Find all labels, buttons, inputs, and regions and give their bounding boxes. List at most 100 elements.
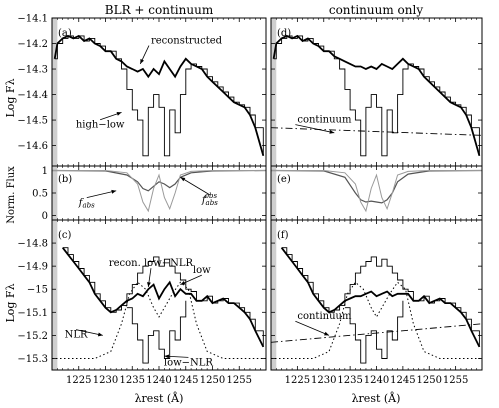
x-tick-label: 1250 xyxy=(417,375,442,386)
col-title-left: BLR + continuum xyxy=(105,3,214,17)
annotation-arrowhead xyxy=(164,354,170,359)
panel-d: (d) continuum xyxy=(270,17,483,167)
annotation-label: low xyxy=(193,265,211,276)
panel-e: (e) xyxy=(270,165,483,221)
x-tick-label: 1235 xyxy=(337,375,362,386)
annotation-label: low−NLR xyxy=(164,357,214,368)
annotation-label: high−low xyxy=(76,120,125,131)
x-tick-label: 1240 xyxy=(146,375,171,386)
annotation-label: fabsobs xyxy=(201,192,218,207)
ylabel-bottom-text: Log Fλ xyxy=(4,283,17,322)
annotation-arrow xyxy=(180,176,211,196)
ylabel-mid: Norm. Flux xyxy=(6,166,17,224)
series-f-abs-obs xyxy=(52,170,266,213)
series-low xyxy=(62,247,264,347)
annotation-arrowhead xyxy=(180,280,186,285)
x-tick-label: 1250 xyxy=(200,375,225,386)
annotation-arrowhead xyxy=(147,282,151,287)
panel-tag: (c) xyxy=(58,230,72,241)
series-continuum xyxy=(271,323,482,343)
series-f-abs-obs xyxy=(271,170,482,213)
series-nlr xyxy=(52,281,266,359)
panel-b: 0 0.5 1 (b) fabs fabsobs xyxy=(32,165,267,222)
panel-tag: (f) xyxy=(277,230,289,241)
panels: −14.1 −14.2 −14.3 −14.4 −14.5 −14.6 (a) reconst… xyxy=(17,14,483,386)
series-continuum xyxy=(271,127,482,136)
y-tick-label: −15.3 xyxy=(17,354,48,365)
series-recon-low-nlr xyxy=(61,247,265,348)
series-low-nlr xyxy=(126,300,187,364)
panel-tag: (d) xyxy=(277,28,291,39)
grey-band xyxy=(52,18,58,166)
ylabel-bottom: Log Fλ xyxy=(4,283,17,322)
annotation-label: recon. low−NLR xyxy=(109,258,194,269)
panel-tag: (b) xyxy=(58,174,72,185)
x-tick-label: 1240 xyxy=(364,375,389,386)
x-tick-label: 1230 xyxy=(311,375,336,386)
series-low-nlr xyxy=(344,300,404,364)
series-low xyxy=(281,247,480,347)
panel-f: 1225 1230 1235 1240 1245 1250 1255 (f) continuum xyxy=(270,219,483,386)
col-title-right: continuum only xyxy=(329,3,424,17)
x-tick-label: 1230 xyxy=(93,375,118,386)
ylabel-top: Log Fλ xyxy=(4,78,17,117)
annotation-arrowhead xyxy=(140,58,145,64)
panel-tag: (a) xyxy=(58,28,72,39)
annotation-label: NLR xyxy=(65,330,88,341)
panel-frame xyxy=(51,219,267,371)
series-f-abs xyxy=(271,169,482,204)
x-tick-label: 1225 xyxy=(66,375,91,386)
series-high-low xyxy=(273,35,480,157)
x-tick-label: 1235 xyxy=(120,375,145,386)
x-tick-label: 1225 xyxy=(285,375,310,386)
annotation-label: continuum xyxy=(297,115,352,126)
y-tick-label: 0 xyxy=(42,211,48,222)
xlabel-right: λrest (Å) xyxy=(352,391,401,405)
y-tick-label: −14.5 xyxy=(17,116,48,127)
annotation-arrowhead xyxy=(324,331,330,336)
x-tick-label: 1255 xyxy=(227,375,252,386)
y-tick-label: −14.2 xyxy=(17,39,48,50)
series-high-low xyxy=(54,35,264,157)
y-tick-label: 0.5 xyxy=(32,189,48,200)
x-tick-label: 1245 xyxy=(173,375,198,386)
grey-band xyxy=(271,18,277,166)
panel-frame xyxy=(270,219,483,371)
series-f-abs xyxy=(52,169,266,192)
xlabel-left: λrest (Å) xyxy=(135,391,184,405)
annotation-label: continuum xyxy=(297,311,352,322)
x-tick-label: 1245 xyxy=(390,375,415,386)
annotation-arrowhead xyxy=(329,129,335,134)
y-tick-label: −14.9 xyxy=(17,262,48,273)
annotation-arrowhead xyxy=(111,189,117,194)
annotation-label: reconstructed xyxy=(151,36,223,47)
y-tick-label: 1 xyxy=(42,166,48,177)
series-reconstructed xyxy=(53,34,265,157)
annotation-label: fabs xyxy=(78,198,95,210)
annotation-arrowhead xyxy=(116,112,122,116)
y-tick-label: −14.8 xyxy=(17,239,48,250)
annotation-arrowhead xyxy=(97,332,103,337)
annotation-arrow xyxy=(295,320,330,336)
panel-tag: (e) xyxy=(277,174,291,185)
panel-c: 1225 1230 1235 1240 1245 1250 1255 −14.8 −14.9 −1… xyxy=(17,219,267,386)
series-recon-low-nlr xyxy=(280,247,481,348)
y-tick-label: −14.1 xyxy=(17,14,48,25)
annotation-arrowhead xyxy=(180,177,186,182)
y-tick-label: −15.2 xyxy=(17,331,48,342)
y-tick-label: −14.6 xyxy=(17,141,48,152)
y-tick-label: −14.4 xyxy=(17,90,48,101)
grey-band xyxy=(271,220,277,370)
ylabel-top-text: Log Fλ xyxy=(4,78,17,117)
annotation-arrow xyxy=(86,190,117,198)
series-reconstructed xyxy=(272,34,481,157)
grey-band xyxy=(52,220,58,370)
y-tick-label: −14.3 xyxy=(17,65,48,76)
y-tick-label: −15.1 xyxy=(17,308,48,319)
y-tick-label: −15 xyxy=(27,285,48,296)
annotation-arrow xyxy=(295,124,335,134)
panel-a: −14.1 −14.2 −14.3 −14.4 −14.5 −14.6 (a) reconst… xyxy=(17,14,267,167)
ylabel-mid-text: Norm. Flux xyxy=(6,166,17,224)
x-tick-label: 1255 xyxy=(443,375,468,386)
